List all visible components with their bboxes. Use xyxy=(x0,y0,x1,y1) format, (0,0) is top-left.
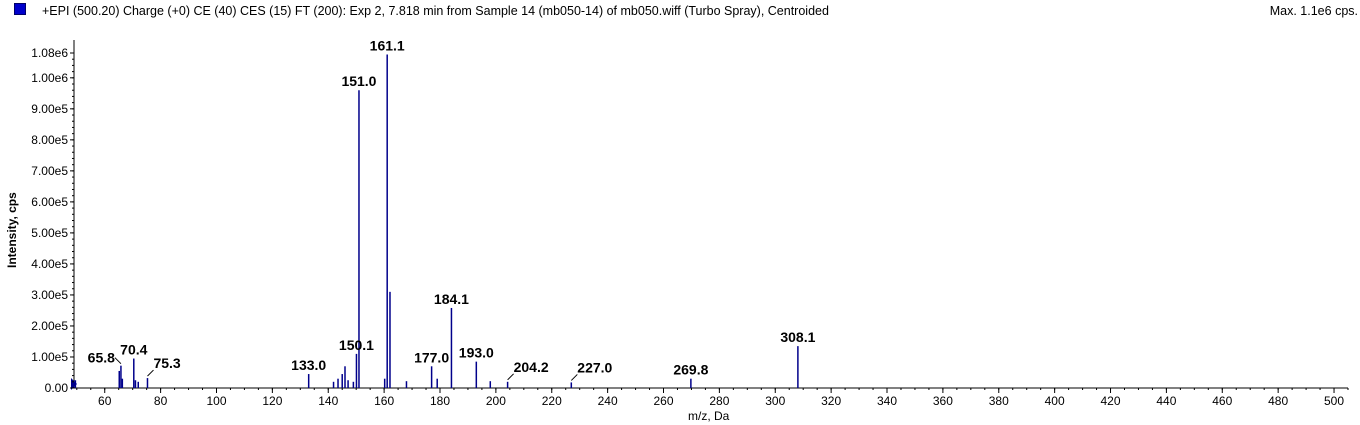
y-tick-label: 8.00e5 xyxy=(31,133,68,147)
peak-label: 161.1 xyxy=(370,38,405,54)
peaks xyxy=(74,54,799,388)
x-tick-label: 180 xyxy=(430,394,450,408)
x-tick-label: 480 xyxy=(1268,394,1288,408)
leader-line xyxy=(507,373,514,381)
spectrum-header: +EPI (500.20) Charge (+0) CE (40) CES (1… xyxy=(0,0,1360,22)
x-tick-label: 120 xyxy=(262,394,282,408)
peak-label: 133.0 xyxy=(291,357,326,373)
x-tick-label: 260 xyxy=(653,394,673,408)
x-tick-label: 420 xyxy=(1101,394,1121,408)
peak-label: 65.8 xyxy=(88,350,115,366)
peak-label: 184.1 xyxy=(434,291,469,307)
x-tick-label: 300 xyxy=(765,394,785,408)
y-tick-label: 9.00e5 xyxy=(31,102,68,116)
max-intensity-label: Max. 1.1e6 cps. xyxy=(1269,4,1358,18)
legend-swatch-icon[interactable] xyxy=(14,3,26,15)
x-tick-label: 280 xyxy=(709,394,729,408)
y-ticks: 0.00 1.00e5 2.00e5 3.00e5 4.00e5 5.00e5 6.00e5… xyxy=(31,46,74,395)
peak-label: 75.3 xyxy=(153,355,180,371)
y-tick-label: 6.00e5 xyxy=(31,195,68,209)
peak-label: 227.0 xyxy=(577,359,612,375)
peak-annotations: 65.8 70.4 75.3 133.0 150.1 151.0 161.1 177.0 184… xyxy=(88,38,816,381)
x-tick-label: 400 xyxy=(1045,394,1065,408)
x-tick-label: 220 xyxy=(542,394,562,408)
x-ticks: 60 80 100 120 140 160 180 200 220 240 260 280 300 320… xyxy=(76,388,1349,408)
peak-label: 269.8 xyxy=(673,362,708,378)
x-tick-label: 500 xyxy=(1324,394,1344,408)
x-tick-label: 160 xyxy=(374,394,394,408)
y-tick-label: 4.00e5 xyxy=(31,257,68,271)
x-tick-label: 140 xyxy=(318,394,338,408)
y-tick-label: 2.00e5 xyxy=(31,319,68,333)
y-tick-label: 1.08e6 xyxy=(31,46,68,60)
axis-origin-marker-icon xyxy=(71,378,77,390)
peak-label: 70.4 xyxy=(120,342,147,358)
x-axis-label: m/z, Da xyxy=(688,409,730,423)
x-tick-label: 440 xyxy=(1156,394,1176,408)
x-tick-label: 200 xyxy=(486,394,506,408)
leader-line xyxy=(147,369,154,377)
x-tick-label: 460 xyxy=(1212,394,1232,408)
x-tick-label: 380 xyxy=(989,394,1009,408)
x-tick-label: 80 xyxy=(154,394,168,408)
x-tick-label: 320 xyxy=(821,394,841,408)
x-tick-label: 240 xyxy=(598,394,618,408)
y-tick-label: 5.00e5 xyxy=(31,226,68,240)
peak-label: 308.1 xyxy=(780,329,815,345)
leader-line xyxy=(114,357,122,365)
x-tick-label: 60 xyxy=(98,394,112,408)
y-tick-label: 3.00e5 xyxy=(31,288,68,302)
peak-label: 177.0 xyxy=(414,349,449,365)
leader-line xyxy=(570,374,578,381)
y-tick-label: 7.00e5 xyxy=(31,164,68,178)
x-tick-label: 340 xyxy=(877,394,897,408)
spectrum-title: +EPI (500.20) Charge (+0) CE (40) CES (1… xyxy=(42,4,829,18)
peak-label: 151.0 xyxy=(341,73,376,89)
y-tick-label: 0.00 xyxy=(45,381,69,395)
peak-label: 204.2 xyxy=(514,359,549,375)
x-tick-label: 100 xyxy=(206,394,226,408)
x-tick-label: 360 xyxy=(933,394,953,408)
y-tick-label: 1.00e6 xyxy=(31,71,68,85)
peak-label: 193.0 xyxy=(459,345,494,361)
y-tick-label: 1.00e5 xyxy=(31,350,68,364)
peak-label: 150.1 xyxy=(339,337,374,353)
